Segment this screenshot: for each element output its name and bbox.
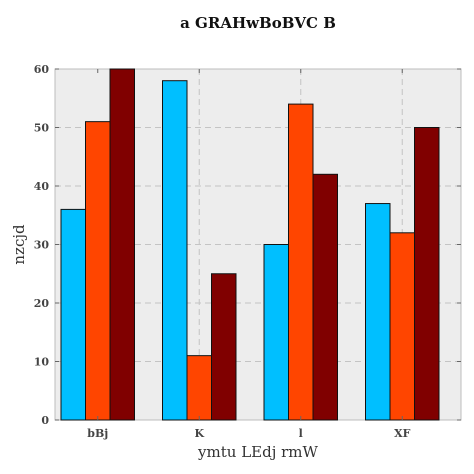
bar-l-series-1	[263, 244, 289, 421]
y-tick-label: 20	[34, 297, 50, 310]
x-axis-label: ymtu LEdj rmW	[197, 443, 318, 461]
y-axis-label: nzcjd	[10, 224, 28, 265]
y-tick-label: 40	[34, 180, 50, 193]
bar-group	[60, 68, 440, 421]
y-tick-label: 50	[34, 122, 50, 135]
y-tick-label: 30	[34, 239, 50, 252]
bar-K-series-1	[162, 80, 188, 421]
x-tick-label: XF	[394, 427, 411, 440]
bar-XF-series-2	[389, 232, 415, 421]
bar-bBj-series-2	[85, 121, 111, 421]
y-axis-ticks: 0 10 20 30 40 50 60	[34, 63, 461, 427]
bar-XF-series-1	[365, 203, 391, 421]
bar-K-series-2	[186, 355, 212, 421]
y-tick-label: 60	[34, 63, 50, 76]
bar-l-series-3	[312, 173, 338, 421]
bar-bBj-series-3	[109, 68, 135, 421]
bar-XF-series-3	[414, 127, 440, 421]
x-tick-label: K	[194, 427, 204, 440]
bar-bBj-series-1	[60, 208, 86, 421]
bar-l-series-2	[288, 103, 314, 421]
y-tick-label: 0	[41, 414, 49, 427]
y-tick-label: 10	[34, 356, 50, 369]
bar-K-series-3	[211, 273, 237, 421]
chart-title: a GRAHwBoBVC B	[180, 14, 336, 32]
x-tick-label: bBj	[87, 427, 108, 440]
x-tick-label: l	[299, 427, 303, 440]
